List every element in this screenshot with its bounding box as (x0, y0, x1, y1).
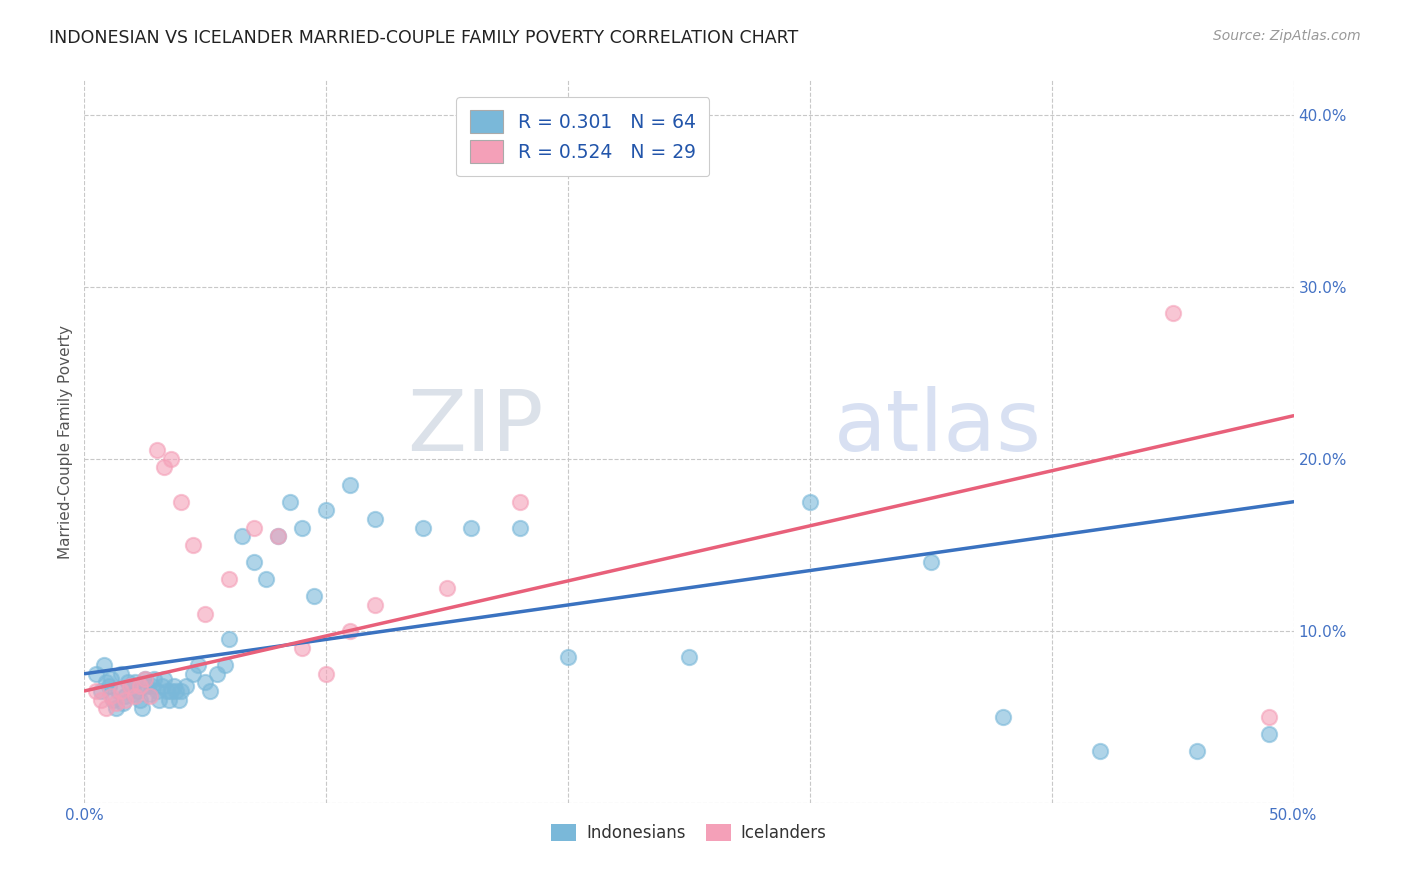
Point (267, 529, 290, 543)
Point (1258, 727, 1281, 741)
Point (1258, 710, 1281, 724)
Point (143, 672, 166, 686)
Text: ZIP: ZIP (408, 385, 544, 468)
Point (100, 689, 122, 703)
Point (124, 675, 146, 690)
Point (993, 710, 1015, 724)
Point (94, 675, 117, 690)
Point (104, 696, 127, 710)
Point (165, 684, 187, 698)
Point (141, 679, 163, 693)
Point (138, 687, 160, 701)
Point (160, 451, 183, 466)
Point (157, 692, 180, 706)
Point (920, 555, 942, 569)
Point (1161, 305, 1184, 319)
Point (114, 689, 136, 703)
Point (117, 675, 139, 690)
Point (153, 672, 176, 686)
Point (231, 529, 253, 543)
Point (1185, 744, 1208, 758)
Point (799, 494, 821, 508)
Point (153, 460, 176, 475)
Point (181, 538, 204, 552)
Point (242, 520, 264, 534)
Point (90, 684, 112, 698)
Point (207, 666, 229, 681)
Point (254, 572, 277, 586)
Point (110, 684, 132, 698)
Point (181, 666, 204, 681)
Point (339, 624, 361, 638)
Point (120, 679, 142, 693)
Point (94, 701, 117, 715)
Point (163, 679, 186, 693)
Point (120, 679, 142, 693)
Point (131, 701, 153, 715)
Point (127, 684, 149, 698)
Point (363, 512, 385, 526)
Point (194, 607, 217, 621)
Point (146, 443, 169, 458)
Point (315, 503, 337, 517)
Point (218, 632, 240, 647)
Text: Source: ZipAtlas.com: Source: ZipAtlas.com (1213, 29, 1361, 43)
Point (194, 675, 217, 690)
Point (557, 649, 579, 664)
Text: INDONESIAN VS ICELANDER MARRIED-COUPLE FAMILY POVERTY CORRELATION CHART: INDONESIAN VS ICELANDER MARRIED-COUPLE F… (49, 29, 799, 46)
Point (93, 658, 115, 673)
Point (291, 520, 314, 534)
Point (339, 477, 361, 491)
Point (112, 696, 135, 710)
Point (136, 679, 159, 693)
Point (86, 666, 108, 681)
Point (242, 555, 264, 569)
Point (291, 640, 314, 655)
Point (187, 658, 209, 673)
Point (129, 692, 152, 706)
Point (124, 689, 146, 703)
Point (129, 679, 152, 693)
Point (267, 529, 290, 543)
Point (103, 692, 125, 706)
Point (146, 684, 169, 698)
Point (110, 666, 132, 681)
Point (90, 692, 112, 706)
Point (678, 649, 700, 664)
Point (121, 687, 143, 701)
Point (114, 692, 136, 706)
Point (138, 689, 160, 703)
Point (104, 701, 127, 715)
Point (86, 684, 108, 698)
Point (150, 679, 173, 693)
Text: atlas: atlas (834, 385, 1042, 468)
Point (134, 672, 156, 686)
Point (315, 666, 337, 681)
Point (198, 684, 221, 698)
Point (278, 494, 301, 508)
Point (412, 520, 434, 534)
Point (436, 581, 458, 595)
Point (170, 684, 193, 698)
Point (100, 672, 122, 686)
Point (167, 692, 190, 706)
Point (148, 692, 170, 706)
Point (363, 598, 385, 612)
Point (170, 494, 193, 508)
Point (160, 684, 183, 698)
Point (214, 658, 236, 673)
Point (509, 520, 531, 534)
Y-axis label: Married-Couple Family Poverty: Married-Couple Family Poverty (58, 325, 73, 558)
Point (155, 684, 177, 698)
Point (460, 520, 482, 534)
Point (218, 572, 240, 586)
Point (97, 679, 120, 693)
Point (509, 494, 531, 508)
Point (1088, 744, 1111, 758)
Point (174, 679, 197, 693)
Legend: Indonesians, Icelanders: Indonesians, Icelanders (544, 817, 834, 848)
Point (107, 684, 129, 698)
Point (134, 672, 156, 686)
Point (302, 590, 325, 604)
